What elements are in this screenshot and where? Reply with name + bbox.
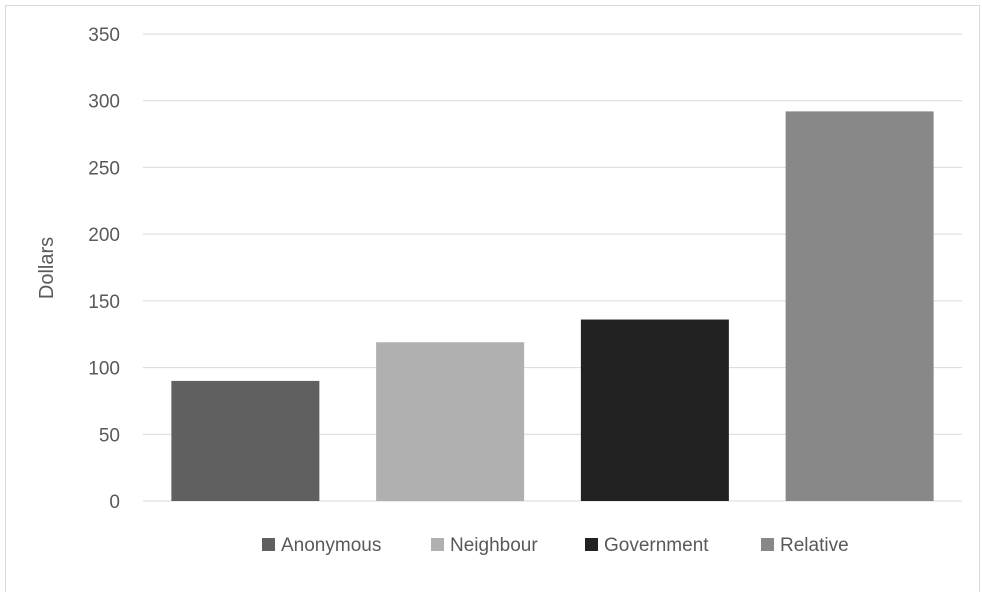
y-tick-label-0: 0 bbox=[109, 492, 120, 513]
y-tick-label-200: 200 bbox=[88, 225, 120, 246]
legend-swatch-neighbour bbox=[431, 538, 444, 551]
bar-neighbour bbox=[376, 342, 525, 501]
y-tick-label-250: 250 bbox=[88, 158, 120, 179]
bar-anonymous bbox=[171, 380, 320, 501]
y-axis-title: Dollars bbox=[36, 237, 58, 299]
y-tick-label-100: 100 bbox=[88, 359, 120, 380]
y-tick-label-50: 50 bbox=[99, 425, 120, 446]
y-tick-label-150: 150 bbox=[88, 292, 120, 313]
y-axis-tick-labels: 0 50 100 150 200 250 300 350 bbox=[88, 25, 120, 513]
bars bbox=[171, 111, 934, 501]
legend-label-neighbour: Neighbour bbox=[450, 535, 538, 556]
bar-relative bbox=[785, 111, 934, 501]
y-tick-label-350: 350 bbox=[88, 25, 120, 46]
legend-swatch-anonymous bbox=[262, 538, 275, 551]
y-tick-label-300: 300 bbox=[88, 92, 120, 113]
legend: Anonymous Neighbour Government Relative bbox=[262, 535, 849, 556]
legend-label-anonymous: Anonymous bbox=[281, 535, 381, 556]
chart-frame bbox=[5, 5, 980, 592]
legend-label-relative: Relative bbox=[780, 535, 849, 556]
legend-swatch-relative bbox=[761, 538, 774, 551]
legend-label-government: Government bbox=[604, 535, 709, 556]
legend-swatch-government bbox=[585, 538, 598, 551]
bar-government bbox=[580, 319, 729, 501]
